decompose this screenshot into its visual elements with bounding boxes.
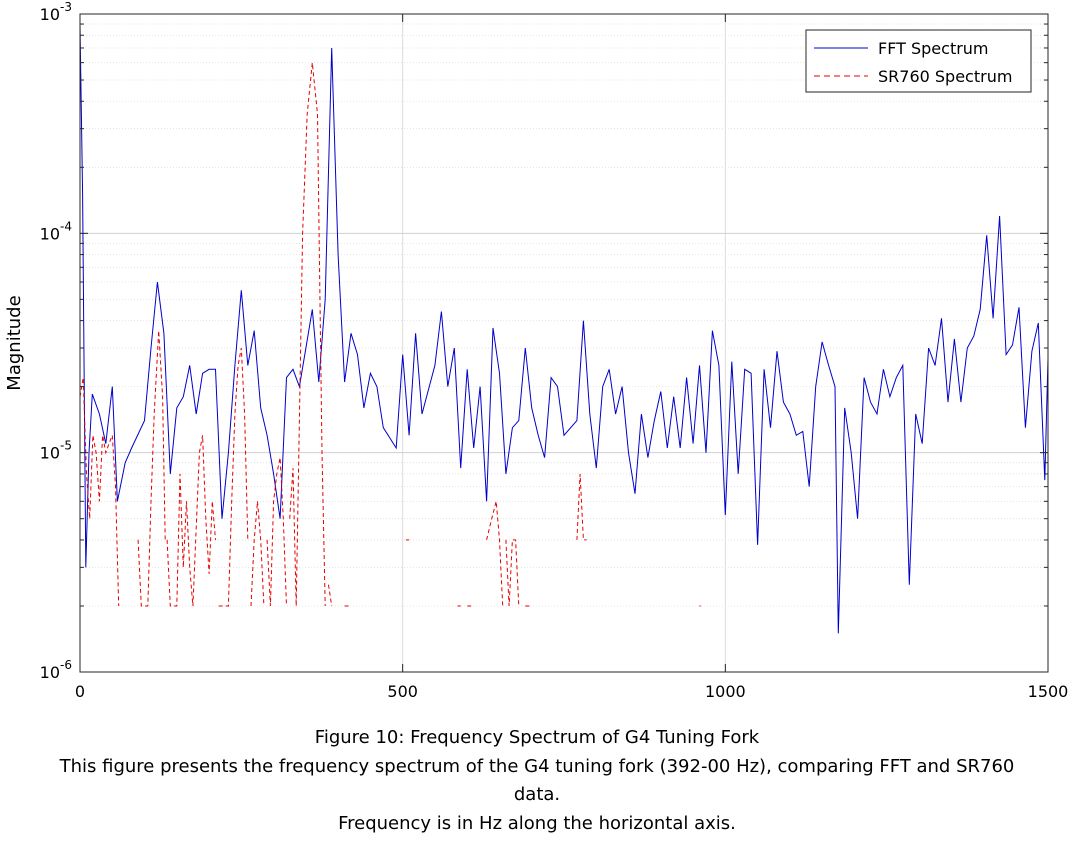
series-line-sr760	[250, 501, 265, 607]
y-tick-label: 10-6	[40, 658, 72, 682]
series-line-sr760	[486, 501, 504, 607]
legend: FFT Spectrum SR760 Spectrum	[805, 29, 1032, 93]
legend-label-sr760: SR760 Spectrum	[878, 67, 1012, 86]
y-tick-label: 10-5	[40, 439, 72, 463]
series-line-sr760	[166, 435, 216, 607]
axis-ticks: 0 500 1000 1500 10-6 10-5 10-4 10-3	[40, 0, 1069, 701]
y-tick-label: 10-4	[40, 219, 72, 243]
series-line-sr760	[505, 539, 520, 607]
caption-title: Figure 10: Frequency Spectrum of G4 Tuni…	[314, 727, 760, 748]
x-tick-label: 1000	[705, 682, 746, 701]
series-line-sr760	[79, 377, 120, 607]
series-line-fft	[79, 23, 1049, 634]
series-line-sr760	[289, 62, 326, 607]
plot-area	[79, 23, 1049, 634]
series-line-sr760	[576, 473, 587, 541]
x-tick-label: 500	[387, 682, 418, 701]
y-axis-label: Magnitude	[4, 295, 25, 390]
legend-label-fft: FFT Spectrum	[878, 39, 989, 58]
caption-note: Frequency is in Hz along the horizontal …	[338, 812, 736, 834]
grid-lines	[79, 14, 1049, 673]
series-line-sr760	[328, 584, 333, 607]
caption-description: This figure presents the frequency spect…	[59, 755, 1015, 806]
x-tick-label: 0	[75, 682, 85, 701]
y-tick-label: 10-3	[40, 0, 72, 24]
series-line-sr760	[218, 347, 249, 607]
x-tick-label: 1500	[1028, 682, 1069, 701]
axes-frame	[79, 13, 1049, 673]
legend-box	[805, 29, 1032, 93]
series-line-sr760	[266, 457, 287, 607]
figure-caption: Figure 10: Frequency Spectrum of G4 Tuni…	[0, 724, 1074, 838]
series-line-sr760	[137, 330, 166, 607]
chart: 0 500 1000 1500 10-6 10-5 10-4 10-3 Magnitude F…	[4, 0, 1069, 701]
